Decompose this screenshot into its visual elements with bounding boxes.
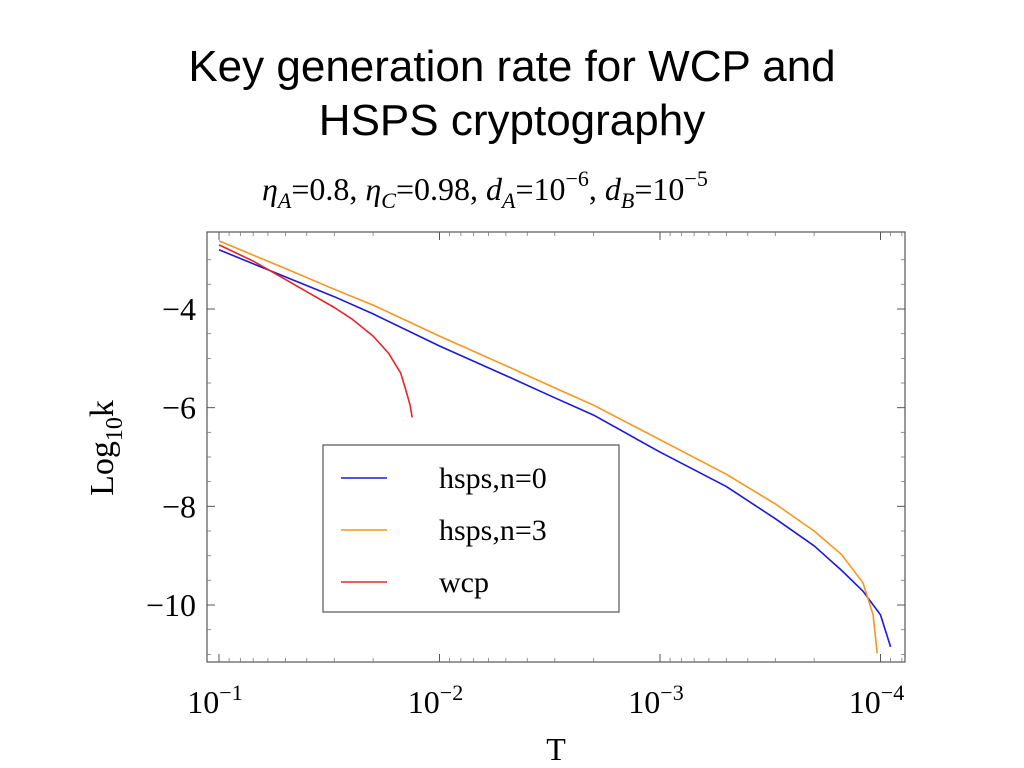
- x-tick-label: 10−4: [849, 680, 904, 720]
- chart-subtitle: ηA=0.8, ηC=0.98, dA=10−6, dB=10−5: [262, 166, 708, 213]
- x-tick-label: 10−3: [628, 680, 683, 720]
- slide-title-line1: Key generation rate for WCP and: [188, 42, 836, 91]
- series-line-wcp: [218, 244, 413, 418]
- y-tick-label: −6: [162, 390, 196, 426]
- x-tick-label: 10−2: [408, 680, 463, 720]
- x-axis-label: T: [546, 731, 566, 767]
- y-axis-label: Log10k: [84, 400, 128, 496]
- x-axis: 10−1 10−2 10−3 10−4: [187, 232, 904, 720]
- legend-box: [322, 444, 620, 613]
- y-axis: −4 −6 −8 −10: [146, 259, 905, 655]
- slide-title-line2: HSPS cryptography: [318, 96, 706, 145]
- y-tick-label: −8: [162, 488, 196, 524]
- plot-area: [206, 231, 906, 663]
- series-line-hsps-n-0: [218, 249, 892, 648]
- legend-label: wcp: [439, 566, 489, 599]
- legend-label: hsps,n=0: [439, 462, 547, 495]
- plot-frame: [206, 231, 906, 663]
- y-tick-label: −4: [162, 291, 196, 327]
- slide-title: Key generation rate for WCP and HSPS cry…: [0, 40, 1024, 148]
- legend-label: hsps,n=3: [439, 514, 547, 547]
- series-line-hsps-n-3: [218, 240, 878, 654]
- y-tick-label: −10: [146, 587, 196, 623]
- x-tick-label: 10−1: [187, 680, 242, 720]
- chart-title: ηA=0.8, ηC=0.98, dA=10−6, dB=10−5: [262, 166, 708, 213]
- series-lines: [218, 240, 892, 654]
- legend: hsps,n=0 hsps,n=3 wcp: [322, 444, 620, 613]
- y-axis-label-text: Log10k: [84, 400, 128, 496]
